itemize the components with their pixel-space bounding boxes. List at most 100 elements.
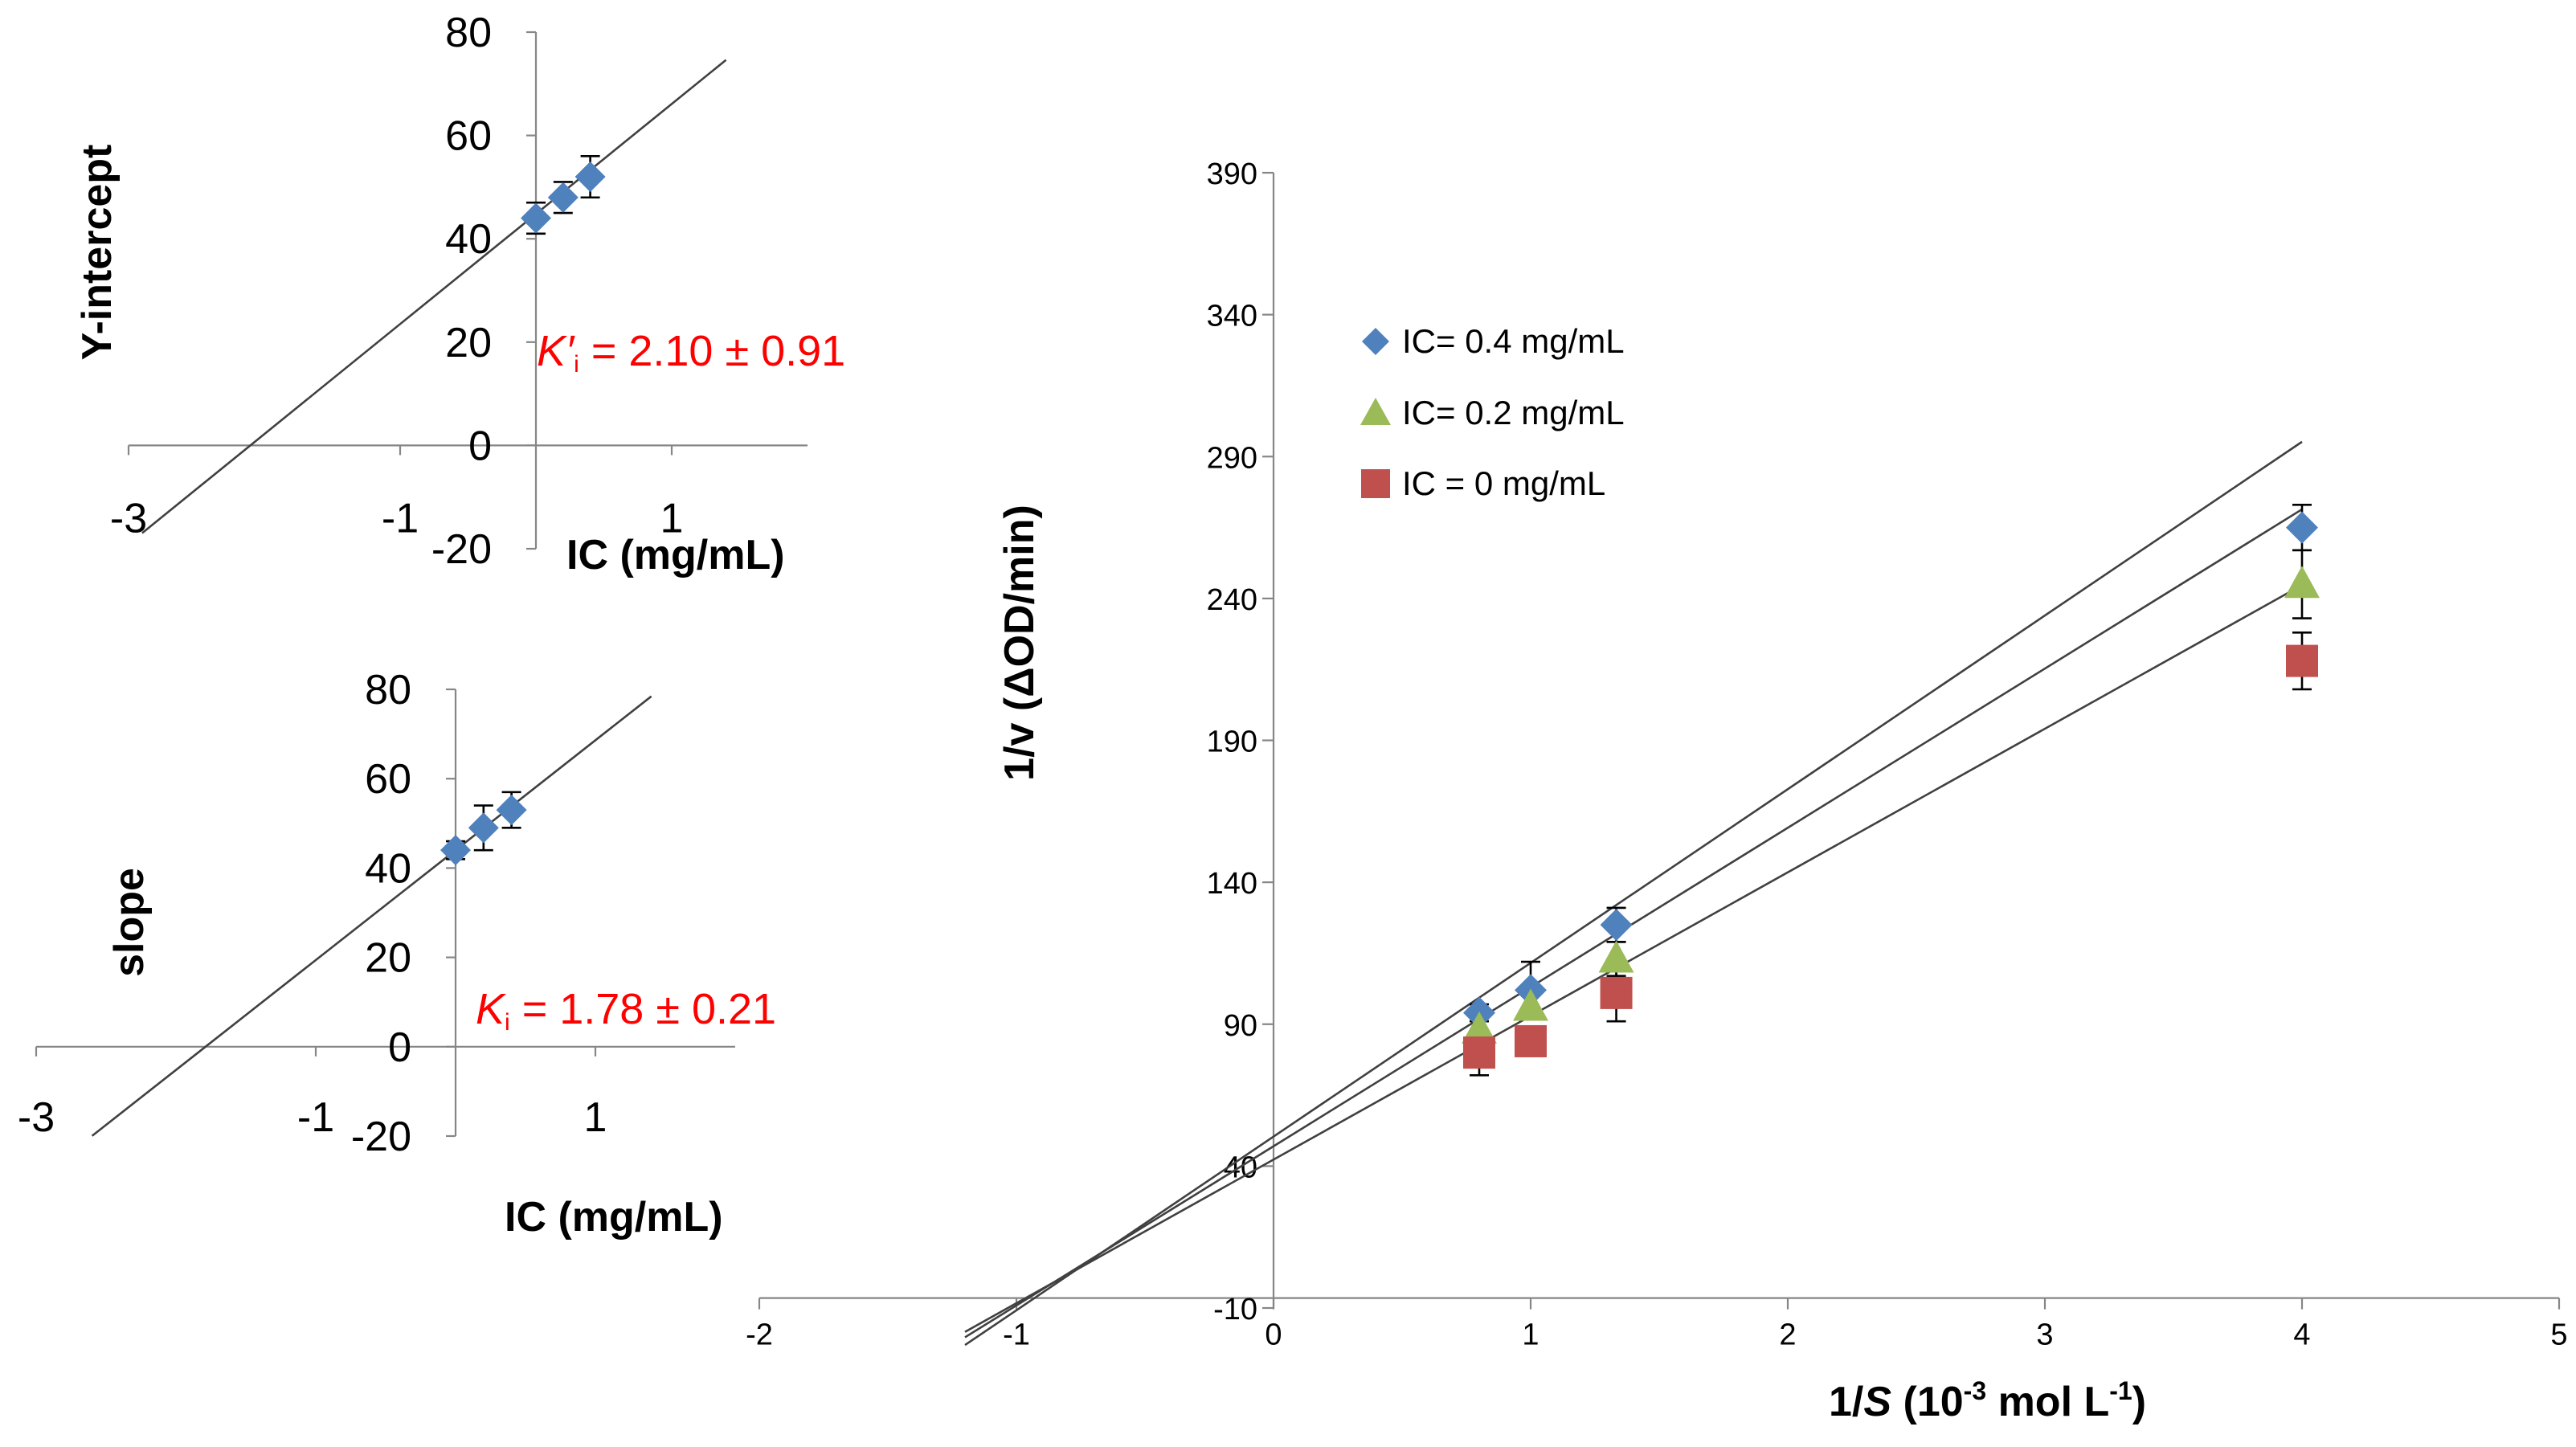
y-tick-label: 190 <box>1207 726 1257 759</box>
data-point-diamond <box>2286 511 2318 544</box>
y-tick-label: 60 <box>365 756 411 803</box>
legend: IC= 0.4 mg/mL IC= 0.2 mg/mL IC = 0 mg/mL <box>1360 322 1625 502</box>
data-point-diamond <box>496 795 527 826</box>
data-point-triangle <box>1598 940 1634 973</box>
legend-item-ic-0.4: IC= 0.4 mg/mL <box>1362 322 1625 360</box>
inset-slope-ylabel: slope <box>106 868 153 977</box>
xlabel-close: ) <box>2132 1379 2146 1425</box>
inset-slope-axes <box>35 688 735 1138</box>
data-point-diamond <box>1600 909 1633 942</box>
y-tick-label: 390 <box>1207 157 1257 191</box>
annotation-value: = 2.10 ± 0.91 <box>579 327 845 375</box>
y-tick-label: 0 <box>388 1024 411 1071</box>
annotation-symbol: K <box>476 985 506 1033</box>
y-tick-label: -10 <box>1213 1293 1257 1326</box>
legend-label: IC= 0.4 mg/mL <box>1402 322 1625 360</box>
data-point-square <box>1600 976 1633 1009</box>
inset-intercept-ylabel: Y-intercept <box>74 145 121 361</box>
fit-line-0 <box>964 440 2303 1347</box>
main-error-bars <box>1470 504 2312 1077</box>
annotation-value: = 1.78 ± 0.21 <box>510 985 776 1033</box>
main-axes <box>758 171 2561 1310</box>
y-tick-label: 240 <box>1207 583 1257 617</box>
data-point-square <box>1463 1036 1495 1069</box>
inset-slope-points <box>440 795 527 866</box>
legend-diamond-marker <box>1362 328 1389 355</box>
y-tick-label: 340 <box>1207 300 1257 333</box>
inset-slope-tick-labels: -3 -1 1 -20 0 20 40 60 80 <box>18 667 607 1160</box>
annotation-subscript: i <box>574 351 579 378</box>
main-xlabel: 1/S (10-3 mol L-1) <box>1829 1376 2146 1425</box>
y-tick-label: 90 <box>1224 1009 1257 1043</box>
x-tick-label: 4 <box>2293 1318 2310 1352</box>
y-tick-label: -20 <box>351 1114 411 1160</box>
data-point-square <box>2286 644 2318 677</box>
x-tick-label: 5 <box>2550 1318 2567 1352</box>
x-tick-label: -1 <box>382 495 419 542</box>
legend-label: IC = 0 mg/mL <box>1402 464 1605 502</box>
inset-intercept-annotation: K′i = 2.10 ± 0.91 <box>537 327 845 378</box>
inset-intercept-fit-lines <box>141 59 727 534</box>
x-tick-label: 1 <box>1522 1318 1539 1352</box>
data-point-diamond <box>521 202 551 234</box>
xlabel-sup-1: -3 <box>1964 1376 1986 1405</box>
legend-label: IC= 0.2 mg/mL <box>1402 394 1625 431</box>
data-point-triangle <box>1513 988 1548 1021</box>
x-tick-label: 1 <box>660 495 684 542</box>
annotation-symbol: K′ <box>537 327 575 375</box>
fit-line-1 <box>964 508 2303 1339</box>
main-ylabel: 1/v (ΔOD/min) <box>996 505 1043 781</box>
xlabel-variable: S <box>1863 1379 1891 1425</box>
xlabel-sup-2: -1 <box>2109 1376 2132 1405</box>
x-tick-label: 1 <box>584 1094 607 1141</box>
y-tick-label: -20 <box>431 526 492 573</box>
x-tick-label: -1 <box>1003 1318 1030 1352</box>
inset-slope-fit-lines <box>91 695 652 1137</box>
inset-intercept-points <box>521 161 606 234</box>
y-tick-label: 140 <box>1207 867 1257 901</box>
inset-slope-plot: -3 -1 1 -20 0 20 40 60 80 IC (mg/mL) slope Ki = … <box>18 667 776 1241</box>
y-tick-label: 20 <box>445 320 492 366</box>
xlabel-prefix: 1/ <box>1829 1379 1863 1425</box>
main-points <box>1462 511 2320 1069</box>
inset-intercept-axes <box>127 31 808 550</box>
annotation-subscript: i <box>505 1009 510 1036</box>
fit-line-0 <box>141 59 727 534</box>
inset-slope-xlabel: IC (mg/mL) <box>505 1194 723 1241</box>
legend-item-ic-0: IC = 0 mg/mL <box>1361 464 1605 502</box>
x-tick-label: -3 <box>110 495 147 542</box>
y-tick-label: 80 <box>365 667 411 713</box>
y-tick-label: 80 <box>445 10 492 56</box>
x-tick-label: 0 <box>1265 1318 1282 1352</box>
x-tick-label: -3 <box>18 1094 55 1141</box>
legend-item-ic-0.2: IC= 0.2 mg/mL <box>1360 394 1625 431</box>
legend-square-marker <box>1361 469 1390 498</box>
x-tick-label: -2 <box>746 1318 773 1352</box>
data-point-triangle <box>1462 1011 1497 1044</box>
y-tick-label: 290 <box>1207 441 1257 475</box>
data-point-diamond <box>468 812 499 844</box>
legend-triangle-marker <box>1360 398 1391 425</box>
data-point-triangle <box>2284 566 2320 599</box>
x-tick-label: 2 <box>1779 1318 1796 1352</box>
fit-line-2 <box>964 584 2303 1333</box>
fit-line-0 <box>91 695 652 1137</box>
data-point-diamond <box>440 835 471 866</box>
x-tick-label: -1 <box>297 1094 334 1141</box>
data-point-diamond <box>574 161 606 193</box>
xlabel-unit-b: mol L <box>1986 1379 2109 1425</box>
y-tick-label: 20 <box>365 935 411 982</box>
y-tick-label: 60 <box>445 113 492 160</box>
xlabel-unit-a: (10 <box>1891 1379 1964 1425</box>
data-point-square <box>1515 1024 1547 1057</box>
main-fit-lines <box>964 440 2303 1347</box>
inset-slope-annotation: Ki = 1.78 ± 0.21 <box>476 985 776 1036</box>
data-point-diamond <box>547 182 579 213</box>
x-tick-label: 3 <box>2036 1318 2053 1352</box>
y-tick-label: 0 <box>468 423 492 469</box>
y-tick-label: 40 <box>365 845 411 892</box>
